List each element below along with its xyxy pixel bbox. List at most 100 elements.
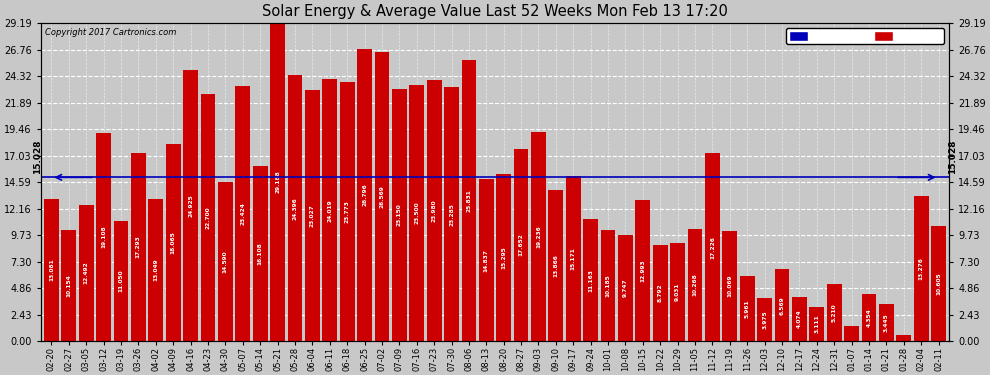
Text: 22.700: 22.700 <box>206 206 211 229</box>
Text: 11.050: 11.050 <box>119 270 124 292</box>
Text: 26.569: 26.569 <box>379 185 384 208</box>
Text: 17.226: 17.226 <box>710 236 715 259</box>
Bar <box>79 205 94 341</box>
Text: 12.492: 12.492 <box>84 262 89 284</box>
Text: 15.028: 15.028 <box>33 140 42 174</box>
Text: 11.163: 11.163 <box>588 269 593 292</box>
Text: 15.171: 15.171 <box>571 247 576 270</box>
Text: 13.866: 13.866 <box>553 254 558 277</box>
Text: 4.074: 4.074 <box>797 309 802 328</box>
Text: 29.188: 29.188 <box>275 171 280 194</box>
Text: 23.424: 23.424 <box>241 202 246 225</box>
Text: 12.993: 12.993 <box>641 259 645 282</box>
Text: 3.445: 3.445 <box>884 313 889 332</box>
Text: 18.065: 18.065 <box>170 231 175 254</box>
Text: 23.150: 23.150 <box>397 204 402 226</box>
Text: 5.961: 5.961 <box>744 299 749 318</box>
Bar <box>810 307 825 341</box>
Bar <box>374 52 389 341</box>
Bar <box>114 220 129 341</box>
Bar <box>496 174 511 341</box>
Bar <box>618 235 633 341</box>
Bar <box>879 303 894 341</box>
Bar <box>44 198 58 341</box>
Text: 5.210: 5.210 <box>832 303 837 322</box>
Bar <box>61 231 76 341</box>
Text: 17.652: 17.652 <box>519 234 524 256</box>
Bar <box>409 85 424 341</box>
Bar <box>131 153 146 341</box>
Bar <box>774 270 789 341</box>
Bar <box>340 82 354 341</box>
Bar <box>827 284 842 341</box>
Text: 19.236: 19.236 <box>536 225 541 248</box>
Text: 15.028: 15.028 <box>948 140 957 174</box>
Text: 24.925: 24.925 <box>188 194 193 217</box>
Bar <box>252 166 267 341</box>
Bar <box>636 200 650 341</box>
Bar <box>914 196 929 341</box>
Bar <box>183 69 198 341</box>
Bar <box>305 90 320 341</box>
Text: 15.295: 15.295 <box>501 246 506 269</box>
Bar <box>670 243 685 341</box>
Bar <box>392 89 407 341</box>
Legend: Average  ($), Daily  ($): Average ($), Daily ($) <box>786 28 944 44</box>
Bar <box>531 132 545 341</box>
Text: 3.111: 3.111 <box>815 315 820 333</box>
Bar <box>601 230 616 341</box>
Title: Solar Energy & Average Value Last 52 Weeks Mon Feb 13 17:20: Solar Energy & Average Value Last 52 Wee… <box>262 4 728 19</box>
Bar <box>218 182 233 341</box>
Text: 4.354: 4.354 <box>866 308 871 327</box>
Text: 10.605: 10.605 <box>937 272 941 295</box>
Bar <box>479 179 494 341</box>
Text: 23.027: 23.027 <box>310 204 315 227</box>
Bar <box>844 327 859 341</box>
Text: 10.069: 10.069 <box>728 275 733 297</box>
Text: 10.268: 10.268 <box>693 274 698 297</box>
Text: 23.980: 23.980 <box>432 199 437 222</box>
Bar <box>861 294 876 341</box>
Bar <box>705 153 720 341</box>
Text: 23.285: 23.285 <box>449 203 454 226</box>
Text: 10.154: 10.154 <box>66 274 71 297</box>
Bar <box>740 276 754 341</box>
Text: 9.031: 9.031 <box>675 283 680 301</box>
Bar <box>792 297 807 341</box>
Bar <box>96 133 111 341</box>
Text: 23.500: 23.500 <box>414 202 419 224</box>
Text: 24.396: 24.396 <box>292 197 297 219</box>
Bar <box>270 23 285 341</box>
Bar <box>514 149 529 341</box>
Text: 19.108: 19.108 <box>101 226 106 248</box>
Bar <box>445 87 459 341</box>
Text: 13.276: 13.276 <box>919 257 924 280</box>
Bar <box>566 176 581 341</box>
Bar <box>548 190 563 341</box>
Bar <box>461 60 476 341</box>
Bar <box>932 225 946 341</box>
Bar <box>652 245 667 341</box>
Text: 23.773: 23.773 <box>345 200 349 223</box>
Bar <box>688 229 703 341</box>
Bar <box>148 199 163 341</box>
Bar <box>201 94 216 341</box>
Text: 13.049: 13.049 <box>153 259 158 281</box>
Text: 16.108: 16.108 <box>257 242 262 265</box>
Text: Copyright 2017 Cartronics.com: Copyright 2017 Cartronics.com <box>46 28 177 37</box>
Text: 14.590: 14.590 <box>223 250 228 273</box>
Bar <box>896 335 911 341</box>
Text: 8.792: 8.792 <box>657 284 662 303</box>
Bar <box>723 231 738 341</box>
Bar <box>236 86 250 341</box>
Bar <box>287 75 302 341</box>
Bar <box>357 49 372 341</box>
Text: 10.185: 10.185 <box>606 274 611 297</box>
Text: 25.831: 25.831 <box>466 189 471 212</box>
Bar <box>323 80 338 341</box>
Bar <box>427 80 442 341</box>
Text: 24.019: 24.019 <box>328 199 333 222</box>
Text: 6.569: 6.569 <box>779 296 784 315</box>
Bar <box>757 298 772 341</box>
Text: 13.081: 13.081 <box>49 258 53 281</box>
